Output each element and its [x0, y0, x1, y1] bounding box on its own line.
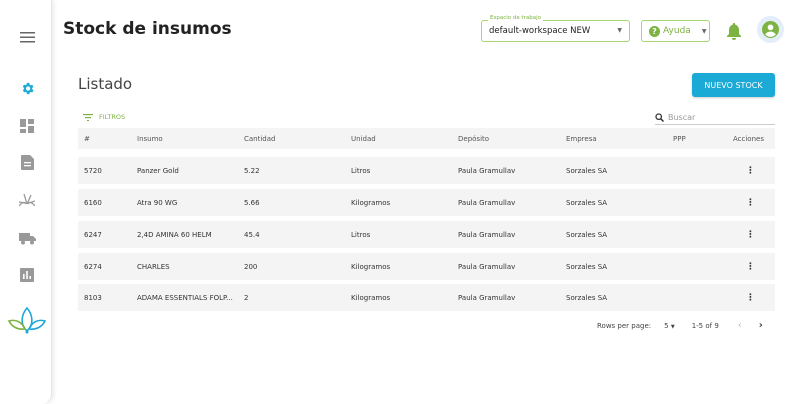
deposito-cell: Paula Gramullav	[458, 262, 516, 271]
more-actions-icon[interactable]: ⋮	[746, 261, 755, 272]
cantidad-cell: 5.66	[244, 198, 260, 207]
help-label: Ayuda	[663, 26, 691, 36]
empresa-cell: Sorzales SA	[566, 198, 608, 207]
deposito-cell: Paula Gramullav	[458, 293, 516, 302]
brand-logo-icon	[7, 305, 47, 339]
column-header[interactable]: PPP	[673, 134, 686, 143]
table-row[interactable]: 6247 2,4D AMINA 60 HELM 45.4 Litros Paula Gr…	[78, 221, 775, 248]
table-row[interactable]: 6274 CHARLES 200 Kilogramos Paula Gramullav S…	[78, 253, 775, 280]
insumo-cell: ADAMA ESSENTIALS FOLP...	[137, 293, 233, 302]
filters-label: FILTROS	[99, 113, 126, 121]
caret-down-icon: ▼	[701, 27, 707, 35]
empresa-cell: Sorzales SA	[566, 230, 608, 239]
table-row[interactable]: 6160 Atra 90 WG 5.66 Kilogramos Paula Gramul…	[78, 189, 775, 216]
id-cell: 5720	[84, 166, 102, 175]
cantidad-cell: 200	[244, 262, 258, 271]
prev-page-icon[interactable]: ‹	[737, 320, 742, 331]
more-actions-icon[interactable]: ⋮	[746, 229, 755, 240]
bell-icon[interactable]	[726, 22, 742, 40]
column-header[interactable]: Cantidad	[244, 134, 276, 143]
id-cell: 6160	[84, 198, 102, 207]
unidad-cell: Litros	[351, 166, 371, 175]
caret-down-icon: ▼	[617, 27, 622, 34]
document-icon[interactable]	[18, 153, 36, 171]
column-header[interactable]: Empresa	[566, 134, 597, 143]
caret-down-icon: ▼	[670, 323, 675, 330]
unidad-cell: Kilogramos	[351, 198, 391, 207]
insumo-cell: 2,4D AMINA 60 HELM	[137, 230, 212, 239]
crop-icon[interactable]	[18, 191, 36, 209]
bar-chart-icon[interactable]	[18, 266, 36, 284]
workspace-value: default-workspace NEW	[489, 26, 591, 36]
deposito-cell: Paula Gramullav	[458, 230, 516, 239]
unidad-cell: Litros	[351, 230, 371, 239]
search-placeholder: Buscar	[668, 113, 696, 122]
insumo-cell: Atra 90 WG	[137, 198, 178, 207]
column-header[interactable]: Insumo	[137, 134, 163, 143]
more-actions-icon[interactable]: ⋮	[746, 165, 755, 176]
filter-icon	[83, 113, 93, 121]
next-page-icon[interactable]: ›	[758, 320, 763, 331]
gear-icon[interactable]	[18, 79, 36, 97]
table-row[interactable]: 5720 Panzer Gold 5.22 Litros Paula Gramullav…	[78, 157, 775, 184]
unidad-cell: Kilogramos	[351, 293, 391, 302]
new-stock-button[interactable]: NUEVO STOCK	[692, 73, 775, 97]
empresa-cell: Sorzales SA	[566, 166, 608, 175]
column-header: Acciones	[733, 134, 764, 143]
help-icon: ?	[649, 25, 660, 37]
page-title: Stock de insumos	[63, 19, 232, 39]
empresa-cell: Sorzales SA	[566, 293, 608, 302]
truck-icon[interactable]	[18, 229, 36, 247]
avatar[interactable]	[757, 16, 784, 43]
more-actions-icon[interactable]: ⋮	[746, 197, 755, 208]
search-icon	[655, 113, 664, 122]
id-cell: 6274	[84, 262, 102, 271]
empresa-cell: Sorzales SA	[566, 262, 608, 271]
rows-per-page-select[interactable]: 5 ▼	[664, 322, 675, 330]
column-header[interactable]: #	[84, 134, 90, 143]
table-row[interactable]: 8103 ADAMA ESSENTIALS FOLP... 2 Kilogramos P…	[78, 284, 775, 311]
id-cell: 6247	[84, 230, 102, 239]
unidad-cell: Kilogramos	[351, 262, 391, 271]
column-header[interactable]: Depósito	[458, 134, 490, 143]
page-range: 1-5 of 9	[691, 321, 719, 330]
help-button[interactable]: ? Ayuda ▼	[641, 20, 710, 42]
deposito-cell: Paula Gramullav	[458, 198, 516, 207]
workspace-select[interactable]: Espacio de trabajo default-workspace NEW…	[481, 15, 630, 42]
id-cell: 8103	[84, 293, 102, 302]
rows-per-page-label: Rows per page:	[597, 321, 652, 330]
column-header[interactable]: Unidad	[351, 134, 376, 143]
sidebar	[0, 0, 52, 404]
dashboard-icon[interactable]	[18, 117, 36, 135]
insumo-cell: CHARLES	[137, 262, 170, 271]
more-actions-icon[interactable]: ⋮	[746, 292, 755, 303]
cantidad-cell: 2	[244, 293, 249, 302]
menu-icon[interactable]	[18, 28, 36, 46]
insumo-cell: Panzer Gold	[137, 166, 179, 175]
filters-button[interactable]: FILTROS	[83, 113, 125, 121]
rows-per-page-value: 5	[664, 321, 669, 330]
cantidad-cell: 5.22	[244, 166, 260, 175]
deposito-cell: Paula Gramullav	[458, 166, 516, 175]
pagination: Rows per page: 5 ▼ 1-5 of 9 ‹ ›	[597, 320, 763, 331]
cantidad-cell: 45.4	[244, 230, 260, 239]
search-input[interactable]: Buscar	[655, 111, 775, 125]
workspace-label: Espacio de trabajo	[488, 15, 544, 21]
table-header: # Insumo Cantidad Unidad Depósito Empres…	[78, 128, 775, 149]
section-title: Listado	[78, 75, 133, 93]
